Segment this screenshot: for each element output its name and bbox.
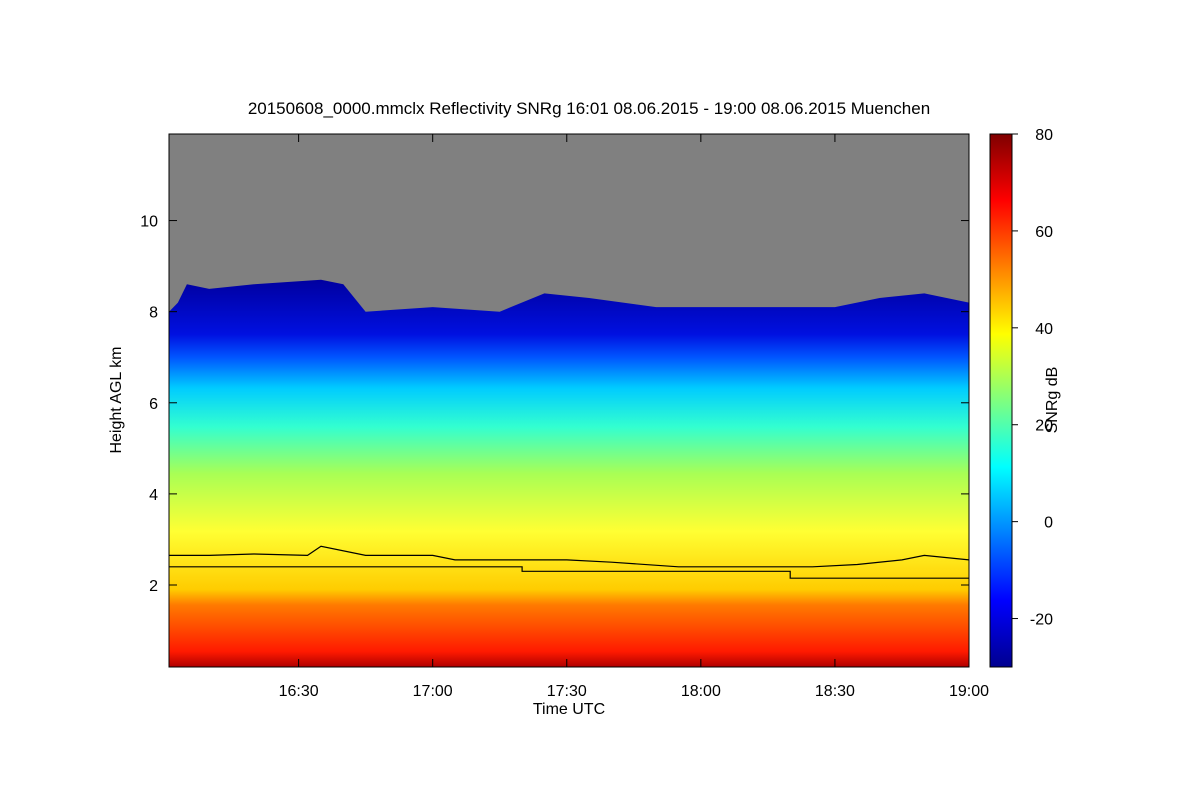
colorbar-tick-label: 80	[1035, 127, 1053, 144]
x-tick-label: 17:00	[413, 683, 453, 700]
x-tick-label: 18:30	[815, 683, 855, 700]
colorbar-tick-label: 40	[1035, 321, 1053, 338]
signal-field	[169, 279, 969, 667]
colorbar-tick-label: -20	[1030, 612, 1053, 629]
chart-title: 20150608_0000.mmclx Reflectivity SNRg 16…	[248, 99, 930, 118]
y-tick-label: 6	[149, 396, 158, 413]
y-tick-label: 2	[149, 578, 158, 595]
overlay-line-1	[169, 545, 969, 568]
x-axis-label: Time UTC	[533, 701, 605, 718]
y-axis-label: Height AGL km	[108, 346, 125, 453]
x-tick-label: 17:30	[547, 683, 587, 700]
plot-frame	[168, 133, 970, 668]
y-tick-label: 8	[149, 305, 158, 322]
x-tick-label: 18:00	[681, 683, 721, 700]
colorbar-tick-label: 20	[1035, 418, 1053, 435]
colorbar-label: SNRg dB	[1044, 367, 1061, 434]
x-tick-label: 16:30	[279, 683, 319, 700]
colorbar-tick-label: 60	[1035, 224, 1053, 241]
y-tick-label: 10	[140, 214, 158, 231]
y-tick-label: 4	[149, 487, 158, 504]
x-tick-label: 19:00	[949, 683, 989, 700]
colorbar-tick-label: 0	[1044, 515, 1053, 532]
colorbar	[989, 133, 1013, 668]
overlay-line-2	[169, 566, 969, 579]
